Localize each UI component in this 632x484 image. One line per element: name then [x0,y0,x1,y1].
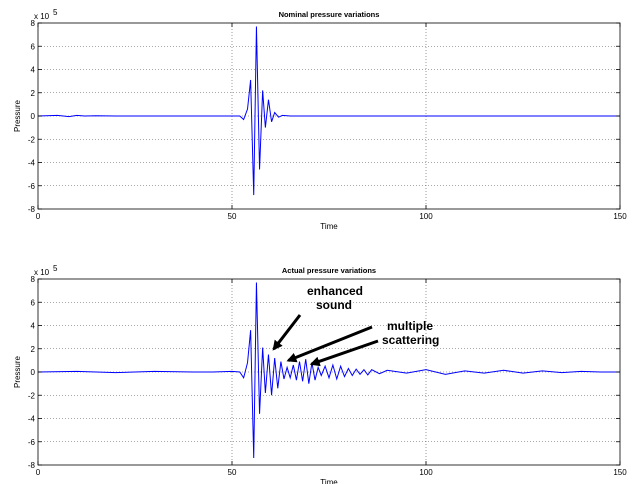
x-tick-label: 100 [419,468,433,477]
actual-pressure-plot: 0 50 100 150 8 6 4 2 0 -2 -4 -6 -8 Actual pressure va… [13,264,627,484]
chart-title: Actual pressure variations [282,266,376,275]
annotation-multiple-line2: scattering [382,333,439,347]
chart-title: Nominal pressure variations [279,10,380,19]
y-tick-label: -4 [28,159,36,168]
pressure-series-line [37,26,620,196]
y-scale-exponent-power: 5 [53,264,58,273]
annotation-arrow-scattering-2 [309,339,379,367]
x-tick-label: 100 [419,212,433,221]
annotation-multiple-line1: multiple [387,319,433,333]
x-axis-label: Time [320,222,338,231]
y-axis-label: Pressure [13,99,22,132]
y-tick-label: 6 [31,42,36,51]
nominal-pressure-plot: 0 50 100 150 8 6 4 2 0 -2 -4 -6 -8 Nominal pressure v… [13,8,627,231]
y-tick-label: 0 [31,112,36,121]
y-tick-label: -6 [28,438,36,447]
y-tick-label: 4 [31,66,36,75]
y-scale-exponent-power: 5 [53,8,58,17]
x-tick-label: 50 [228,212,237,221]
y-tick-label: 6 [31,298,36,307]
annotation-arrow-scattering-1 [286,325,373,363]
y-tick-label: -4 [28,415,36,424]
y-scale-exponent-label: x 10 [34,12,50,21]
y-axis-label: Pressure [13,355,22,388]
y-tick-label: 8 [31,275,36,284]
y-tick-label: -2 [28,135,36,144]
y-scale-exponent-label: x 10 [34,268,50,277]
x-tick-label: 150 [613,212,627,221]
y-tick-label: 0 [31,368,36,377]
annotation-enhanced-line2: sound [316,298,352,312]
annotation-arrow-enhanced [272,314,302,351]
y-tick-label: -8 [28,461,36,470]
y-tick-label: -6 [28,182,36,191]
y-tick-label: 2 [31,345,36,354]
x-tick-label: 150 [613,468,627,477]
x-axis-label: Time [320,478,338,484]
x-tick-label: 0 [36,212,41,221]
y-tick-label: 4 [31,322,36,331]
x-tick-label: 0 [36,468,41,477]
y-tick-label: -8 [28,205,36,214]
x-tick-label: 50 [228,468,237,477]
y-tick-label: -2 [28,391,36,400]
y-tick-label: 8 [31,19,36,28]
annotation-enhanced-line1: enhanced [307,284,363,298]
y-tick-label: 2 [31,89,36,98]
